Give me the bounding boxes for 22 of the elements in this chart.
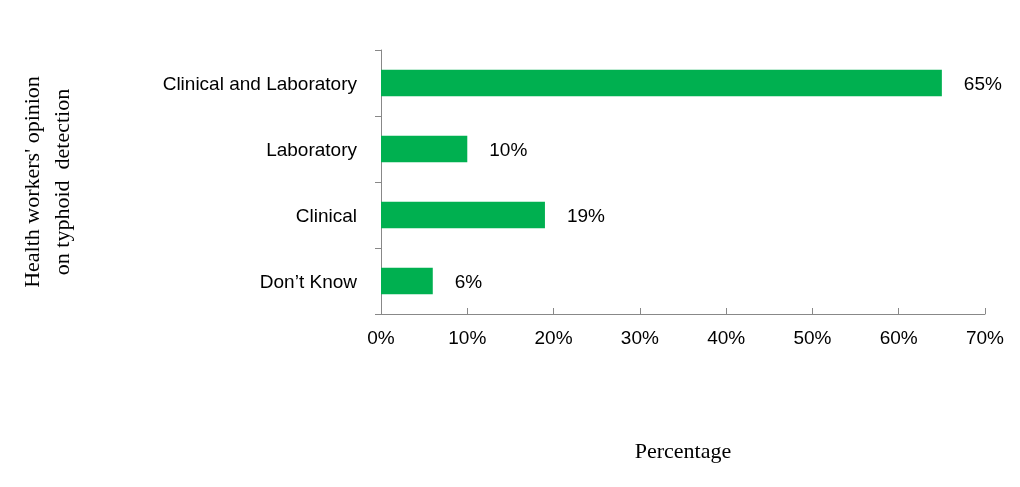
x-tick-label: 60%: [879, 327, 918, 348]
y-tick-label: Clinical and Laboratory: [162, 72, 358, 94]
data-label: 10%: [489, 138, 528, 160]
x-axis-title: Percentage: [634, 437, 732, 463]
data-label: 65%: [963, 72, 1002, 94]
x-tick-label: 20%: [534, 327, 573, 348]
bar: [381, 69, 942, 97]
x-tick-label: 50%: [793, 327, 832, 348]
bar: [381, 201, 545, 229]
x-tick-label: 0%: [367, 327, 395, 348]
x-tick-label: 70%: [965, 327, 1005, 348]
data-label: 6%: [454, 270, 483, 292]
bar: [381, 267, 433, 295]
y-tick-label: Don’t Know: [259, 270, 358, 292]
bar: [381, 135, 468, 163]
data-label: 19%: [566, 204, 606, 226]
x-tick-label: 10%: [448, 327, 487, 348]
y-tick-label: Laboratory: [266, 138, 358, 160]
x-tick-label: 40%: [707, 327, 746, 348]
y-axis-title: Health workers' opinion on typhoid detection: [18, 76, 74, 288]
x-tick-label: 30%: [620, 327, 659, 348]
y-tick-label: Clinical: [295, 204, 357, 226]
